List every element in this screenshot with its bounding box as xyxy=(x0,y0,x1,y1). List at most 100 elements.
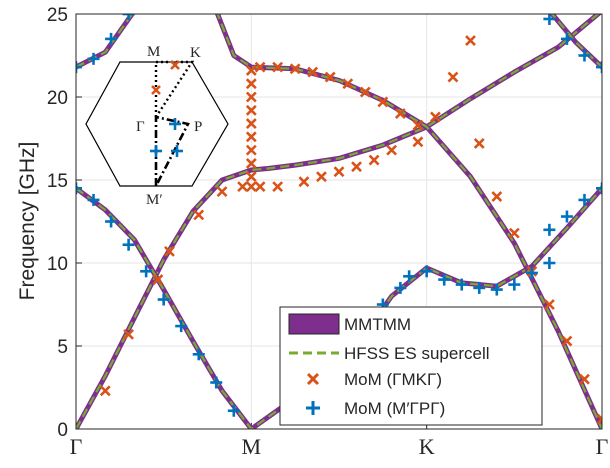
mom-gmkg-marker xyxy=(394,108,406,120)
mom-gmkg-marker xyxy=(386,144,398,156)
mom-gmkg-marker xyxy=(473,138,485,149)
mom-mgpg-marker xyxy=(578,193,591,206)
plot-frame xyxy=(75,13,603,430)
mom-mgpg-marker xyxy=(490,283,503,296)
legend-label-mmtmm: MMTMM xyxy=(344,315,411,334)
mom-mgpg-marker xyxy=(560,210,573,223)
brillouin-zone-inset: M K Γ P M′ xyxy=(85,44,229,208)
y-tick-label: 20 xyxy=(47,88,68,109)
hfss-band xyxy=(76,14,134,69)
inset-plus-mark xyxy=(150,145,162,157)
mom-markers xyxy=(76,14,602,425)
mom-mgpg-marker xyxy=(76,61,82,74)
mom-gmkg-marker xyxy=(216,186,228,198)
x-tick-label: K xyxy=(419,434,435,459)
mom-mgpg-marker xyxy=(76,182,82,195)
mom-gmkg-marker xyxy=(412,119,424,131)
mom-gmkg-marker xyxy=(359,86,371,98)
inset-label-m-prime: M′ xyxy=(146,192,163,208)
mom-gmkg-marker xyxy=(298,176,310,188)
mom-gmkg-marker xyxy=(123,328,135,340)
y-axis-ticks: 0 5 10 15 20 25 xyxy=(47,5,82,441)
y-tick-label: 0 xyxy=(57,420,68,441)
mom-gmkg-marker xyxy=(561,335,573,347)
legend: MMTMM HFSS ES supercell MoM (ΓMKΓ) MoM (… xyxy=(279,306,543,426)
legend-swatch-mmtmm xyxy=(288,313,340,335)
mom-mgpg-marker xyxy=(455,278,468,291)
x-tick-label: Γ xyxy=(70,434,83,459)
mom-mgpg-marker xyxy=(122,14,135,20)
y-tick-label: 10 xyxy=(47,254,68,275)
mom-gmkg-marker xyxy=(351,161,362,173)
mom-gmkg-marker xyxy=(245,78,257,90)
mom-mgpg-marker xyxy=(105,215,118,228)
mom-mgpg-marker xyxy=(87,193,100,206)
mom-gmkg-marker xyxy=(333,166,345,178)
mom-mgpg-marker xyxy=(403,270,416,283)
mom-mgpg-marker xyxy=(543,223,556,236)
inset-label-gamma: Γ xyxy=(136,119,145,135)
mom-gmkg-marker xyxy=(245,91,257,103)
mom-gmkg-marker xyxy=(152,274,164,286)
mom-gmkg-marker xyxy=(245,65,257,76)
mom-gmkg-marker xyxy=(245,104,257,116)
inset-plus-mark xyxy=(169,118,181,130)
inset-x-mark xyxy=(151,85,161,95)
mom-mgpg-marker xyxy=(596,61,602,74)
mom-gmkg-marker xyxy=(272,61,284,73)
mom-gmkg-marker xyxy=(543,299,555,310)
x-tick-label: Γ xyxy=(596,434,609,459)
inset-sample-marks xyxy=(150,60,183,157)
mom-gmkg-marker xyxy=(447,71,459,83)
mom-mgpg-marker xyxy=(394,281,407,294)
mom-mgpg-marker xyxy=(210,376,223,389)
mom-gmkg-marker xyxy=(245,131,257,143)
mom-mgpg-marker xyxy=(175,320,188,333)
mom-mgpg-marker xyxy=(87,52,100,65)
mom-mgpg-marker xyxy=(596,182,602,195)
mom-gmkg-marker xyxy=(430,111,441,123)
mom-gmkg-marker xyxy=(245,181,257,193)
mom-gmkg-marker xyxy=(368,154,380,166)
inset-label-m: M xyxy=(147,44,160,60)
mom-mgpg-marker xyxy=(473,281,486,294)
mom-gmkg-marker xyxy=(596,413,602,425)
mom-mgpg-marker xyxy=(140,265,153,278)
inset-label-k: K xyxy=(190,45,201,61)
hfss-band xyxy=(76,14,600,429)
mom-gmkg-marker xyxy=(245,118,257,129)
y-axis-label: Frequency [GHz] xyxy=(16,142,39,301)
mom-mgpg-marker xyxy=(105,32,118,45)
mom-gmkg-marker xyxy=(316,171,327,183)
mom-gmkg-marker xyxy=(254,181,266,193)
x-tick-label: M xyxy=(242,434,262,459)
mom-mgpg-marker xyxy=(157,293,170,306)
y-tick-label: 25 xyxy=(47,5,68,26)
mom-mgpg-marker xyxy=(122,238,135,251)
mom-mgpg-marker xyxy=(508,278,521,291)
mom-gmkg-marker xyxy=(254,61,266,73)
mom-gmkg-marker xyxy=(245,171,257,183)
mom-gmkg-marker xyxy=(324,71,336,83)
mom-gmkg-marker xyxy=(289,63,301,75)
legend-swatch-mom-plus xyxy=(306,401,320,415)
mom-mgpg-marker xyxy=(560,32,573,45)
mom-gmkg-marker xyxy=(245,144,257,156)
mom-gmkg-marker xyxy=(377,96,389,108)
mom-mgpg-marker xyxy=(420,265,433,278)
mom-gmkg-marker xyxy=(193,209,205,221)
inset-plus-mark xyxy=(171,145,183,157)
mom-gmkg-marker xyxy=(412,136,424,148)
legend-swatch-mom-x xyxy=(306,372,320,386)
mom-gmkg-marker xyxy=(99,385,111,397)
mom-gmkg-marker xyxy=(465,35,476,46)
inset-x-mark xyxy=(170,60,180,70)
mom-gmkg-marker xyxy=(342,78,354,90)
mom-mgpg-marker xyxy=(227,404,240,417)
mom-mgpg-marker xyxy=(192,348,205,361)
legend-label-mom-gmkg: MoM (ΓMKΓ) xyxy=(344,370,442,389)
inset-label-p: P xyxy=(194,119,202,135)
mom-mgpg-marker xyxy=(525,266,538,279)
